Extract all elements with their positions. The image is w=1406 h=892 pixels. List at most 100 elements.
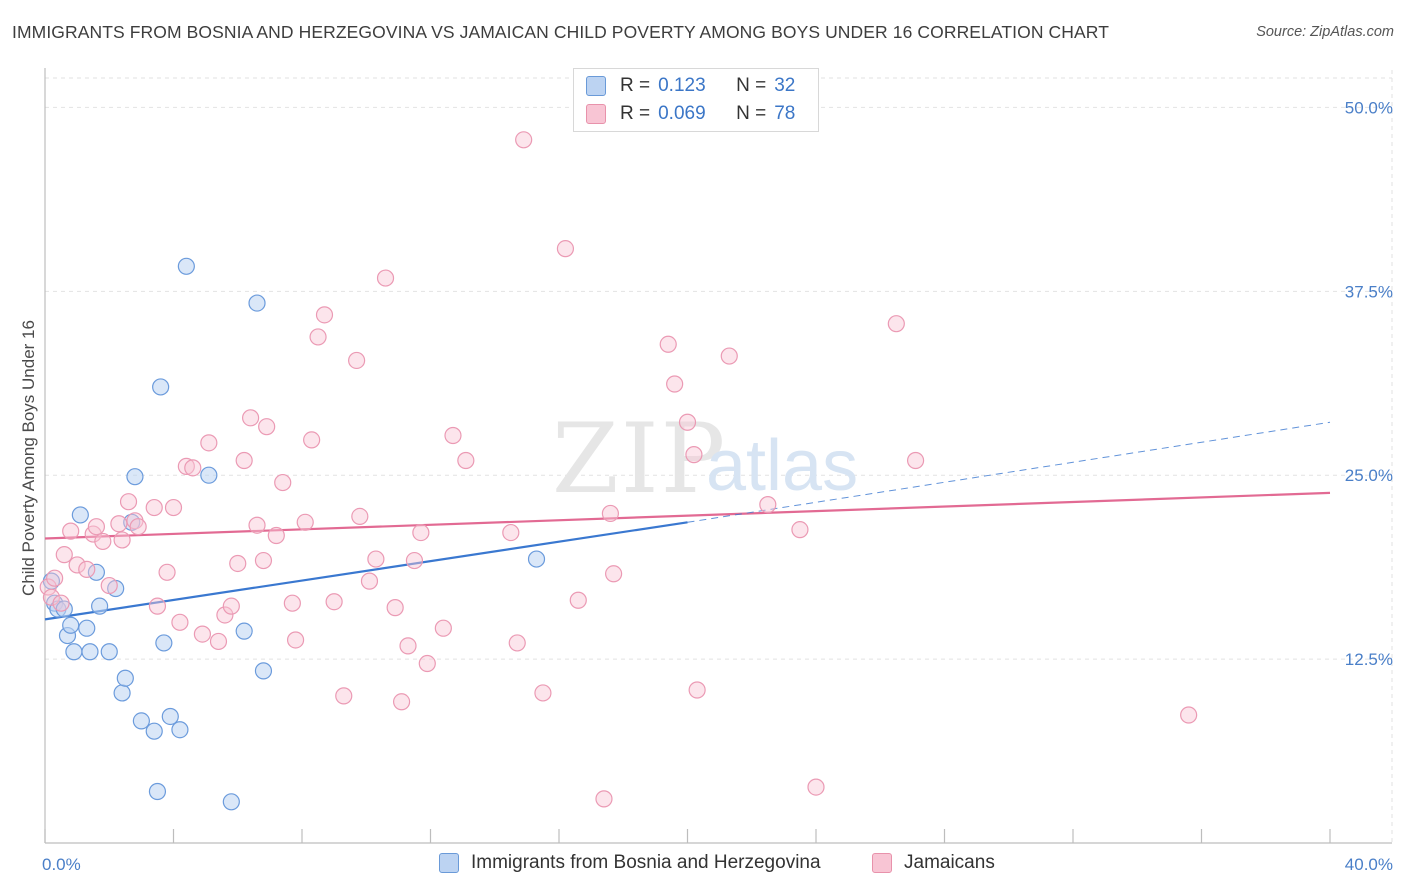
point-jamaican: [601, 504, 620, 523]
point-jamaican: [309, 328, 327, 346]
point-jamaican: [145, 498, 163, 517]
point-jamaican: [457, 451, 475, 470]
point-jamaican: [678, 413, 697, 431]
point-jamaican: [129, 518, 147, 536]
series-legend-bosnia: Immigrants from Bosnia and Herzegovina: [439, 852, 821, 874]
chart-title: IMMIGRANTS FROM BOSNIA AND HERZEGOVINA V…: [12, 22, 1110, 42]
point-bosnia: [81, 643, 99, 661]
point-jamaican: [508, 634, 526, 652]
legend-n-value: 78: [774, 103, 796, 124]
y-tick-label: 25.0%: [1345, 466, 1393, 485]
point-bosnia: [161, 707, 179, 726]
watermark: ZIP atlas: [552, 403, 858, 515]
y-tick-label: 37.5%: [1345, 282, 1393, 301]
x-tick-label: 40.0%: [1345, 855, 1393, 874]
point-jamaican: [386, 599, 404, 617]
legend-swatch-pink: [586, 104, 606, 124]
point-bosnia: [145, 722, 163, 740]
point-jamaican: [759, 496, 777, 514]
x-tick-label: 0.0%: [42, 855, 81, 874]
y-tick-label: 12.5%: [1345, 650, 1393, 669]
point-jamaican: [78, 560, 96, 578]
point-jamaican: [209, 632, 228, 651]
data-points: [39, 131, 1198, 811]
point-jamaican: [177, 457, 195, 475]
point-bosnia: [248, 294, 266, 312]
point-jamaican: [434, 619, 452, 637]
point-jamaican: [666, 375, 684, 393]
point-jamaican: [906, 451, 925, 470]
series-swatch-blue: [439, 853, 459, 873]
point-jamaican: [100, 576, 118, 595]
point-bosnia: [126, 468, 144, 486]
point-jamaican: [515, 131, 533, 149]
point-jamaican: [412, 523, 430, 542]
point-jamaican: [62, 522, 80, 540]
series-swatch-pink: [872, 853, 892, 873]
legend-n-label: N =: [736, 103, 767, 124]
point-bosnia: [152, 378, 170, 396]
point-jamaican: [335, 687, 353, 705]
point-jamaican: [376, 269, 395, 287]
watermark-zip: ZIP: [552, 403, 727, 515]
point-jamaican: [1180, 706, 1198, 724]
point-jamaican: [659, 335, 677, 353]
correlation-legend: R = 0.123 N = 32 R = 0.069 N = 78: [573, 68, 819, 132]
point-jamaican: [119, 493, 138, 511]
point-bosnia: [155, 634, 173, 652]
legend-n-label: N =: [736, 75, 767, 96]
tick-labels: 12.5% 25.0% 37.5% 50.0% 0.0% 40.0%: [42, 98, 1393, 874]
point-bosnia: [254, 662, 273, 680]
series-label: Jamaicans: [904, 852, 995, 873]
trend-lines: [44, 421, 1331, 621]
point-jamaican: [534, 684, 552, 702]
point-jamaican: [68, 556, 86, 574]
point-jamaican: [315, 306, 334, 324]
point-jamaican: [286, 631, 305, 649]
point-jamaican: [52, 594, 70, 612]
point-bosnia: [132, 712, 150, 730]
point-bosnia: [91, 597, 109, 615]
point-jamaican: [296, 513, 314, 531]
point-bosnia: [65, 643, 83, 661]
point-bosnia: [200, 466, 218, 484]
point-bosnia: [78, 619, 96, 637]
point-jamaican: [303, 431, 321, 449]
point-jamaican: [171, 613, 189, 631]
point-jamaican: [720, 347, 738, 365]
point-bosnia: [100, 643, 118, 661]
point-jamaican: [87, 518, 106, 536]
legend-r-value: 0.123: [658, 75, 706, 96]
y-tick-label: 50.0%: [1345, 98, 1393, 117]
point-jamaican: [113, 531, 131, 549]
point-jamaican: [351, 507, 369, 526]
point-jamaican: [242, 409, 260, 427]
trend-line-bosnia-extension: [687, 421, 1331, 523]
chart-source: Source: ZipAtlas.com: [1256, 24, 1394, 40]
point-jamaican: [222, 597, 240, 615]
point-jamaican: [605, 565, 623, 583]
trend-line-bosnia: [44, 521, 688, 621]
point-jamaican: [158, 563, 176, 581]
legend-r-label: R =: [620, 75, 651, 96]
point-bosnia: [527, 550, 546, 568]
point-bosnia: [222, 793, 240, 811]
point-bosnia: [177, 257, 195, 275]
axes: [44, 68, 1392, 844]
point-jamaican: [274, 473, 292, 492]
point-jamaican: [42, 588, 61, 606]
point-jamaican: [200, 434, 218, 452]
point-jamaican: [405, 551, 424, 570]
point-jamaican: [887, 315, 905, 333]
point-jamaican: [595, 790, 613, 808]
point-jamaican: [55, 546, 73, 564]
legend-swatch-blue: [586, 76, 606, 96]
point-jamaican: [502, 523, 520, 542]
point-jamaican: [556, 240, 575, 258]
point-bosnia: [148, 782, 167, 801]
series-label: Immigrants from Bosnia and Herzegovina: [471, 852, 821, 873]
point-bosnia: [171, 721, 189, 739]
point-jamaican: [791, 521, 809, 539]
point-bosnia: [87, 563, 106, 581]
